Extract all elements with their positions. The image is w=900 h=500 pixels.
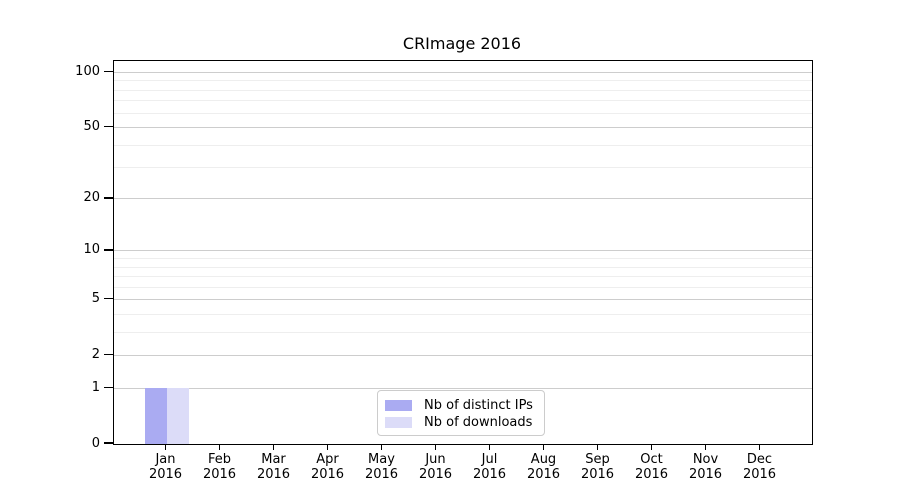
y-tick-label: 2 (91, 347, 100, 363)
gridline-minor (114, 80, 812, 82)
x-tick-label: Aug 2016 (504, 452, 584, 482)
x-tick-label-year: 2016 (418, 467, 453, 482)
x-tick (488, 444, 491, 451)
x-tick (218, 444, 221, 451)
gridline-major (114, 198, 812, 200)
x-tick (704, 444, 707, 451)
y-tick-label: 1 (91, 379, 100, 395)
legend-label: Nb of downloads (424, 415, 533, 430)
x-tick-label-year: 2016 (310, 467, 345, 482)
x-tick-label-month: Jul (481, 452, 498, 467)
gridline-minor (114, 167, 812, 169)
x-tick-label: Feb 2016 (180, 452, 260, 482)
chart-title: CRImage 2016 (402, 34, 522, 53)
plot-area: Nb of distinct IPs Nb of downloads (113, 60, 813, 445)
y-tick (104, 249, 113, 251)
gridline-major (114, 71, 812, 73)
x-tick (164, 444, 167, 451)
legend-label: Nb of distinct IPs (424, 398, 533, 413)
x-tick-label: May 2016 (342, 452, 422, 482)
x-tick-label-month: Mar (261, 452, 286, 467)
x-tick-label-year: 2016 (526, 467, 561, 482)
bar-nb-of-distinct-ips (144, 388, 167, 444)
y-tick-label: 50 (83, 118, 100, 134)
y-tick (104, 70, 113, 73)
x-tick-label-year: 2016 (688, 467, 723, 482)
y-tick-label: 5 (91, 291, 100, 307)
x-tick-label-month: Jun (425, 452, 446, 467)
x-tick-label: Jul 2016 (450, 452, 530, 482)
x-tick (596, 444, 599, 451)
x-tick (542, 444, 545, 451)
legend-box: Nb of distinct IPs Nb of downloads (377, 390, 545, 436)
y-tick (104, 442, 113, 444)
y-tick-label: 100 (75, 63, 100, 79)
x-tick-label: Apr 2016 (288, 452, 368, 482)
x-tick-label-year: 2016 (742, 467, 777, 482)
gridline-minor (114, 89, 812, 91)
x-tick-label-month: Nov (692, 452, 719, 467)
x-tick-label-year: 2016 (634, 467, 669, 482)
x-tick-label: Jun 2016 (396, 452, 476, 482)
x-tick-label-month: Aug (530, 452, 557, 467)
y-tick (104, 298, 113, 300)
x-tick (758, 444, 761, 451)
gridline-minor (114, 286, 812, 288)
x-tick (272, 444, 275, 451)
gridline-minor (114, 313, 812, 315)
legend-swatch-nb-of-downloads (385, 417, 412, 428)
gridline-major (114, 355, 812, 357)
x-tick-label: Oct 2016 (612, 452, 692, 482)
x-tick-label: Dec 2016 (720, 452, 800, 482)
y-tick (104, 125, 113, 128)
gridline-minor (114, 112, 812, 114)
x-tick-label-month: Oct (640, 452, 663, 467)
x-tick-label-month: Sep (585, 452, 610, 467)
gridline-minor (114, 258, 812, 260)
x-tick-label-month: Apr (316, 452, 339, 467)
x-tick-label: Jan 2016 (126, 452, 206, 482)
x-tick (650, 444, 653, 451)
x-tick (434, 444, 437, 451)
gridline-minor (114, 331, 812, 333)
x-tick-label: Mar 2016 (234, 452, 314, 482)
x-tick-label-month: Feb (207, 452, 232, 467)
x-tick-label-year: 2016 (472, 467, 507, 482)
gridline-minor (114, 276, 812, 278)
x-tick-label-year: 2016 (580, 467, 615, 482)
x-tick (326, 444, 329, 451)
gridline-minor (114, 266, 812, 268)
y-tick-label: 10 (83, 242, 100, 258)
x-tick (380, 444, 383, 451)
x-tick-label-month: Jan (155, 452, 176, 467)
y-tick-label: 0 (91, 435, 100, 451)
x-tick-label-year: 2016 (202, 467, 237, 482)
y-tick (104, 197, 113, 199)
x-tick-label: Sep 2016 (558, 452, 638, 482)
legend-swatch-nb-of-distinct-ips (385, 400, 412, 411)
gridline-major (114, 126, 812, 128)
x-tick-label: Nov 2016 (666, 452, 746, 482)
x-tick-label-year: 2016 (364, 467, 399, 482)
x-tick-label-month: May (368, 452, 395, 467)
x-tick-label-year: 2016 (148, 467, 183, 482)
x-tick-label-year: 2016 (256, 467, 291, 482)
gridline-major (114, 387, 812, 389)
y-tick (104, 386, 113, 388)
y-tick (104, 353, 113, 356)
gridline-minor (114, 144, 812, 146)
gridline-major (114, 299, 812, 301)
bar-nb-of-downloads (166, 388, 189, 444)
legend-item: Nb of distinct IPs (385, 397, 544, 414)
x-tick-label-month: Dec (746, 452, 773, 467)
gridline-major (114, 250, 812, 252)
legend-item: Nb of downloads (385, 414, 544, 431)
y-tick-label: 20 (83, 190, 100, 206)
gridline-minor (114, 100, 812, 102)
